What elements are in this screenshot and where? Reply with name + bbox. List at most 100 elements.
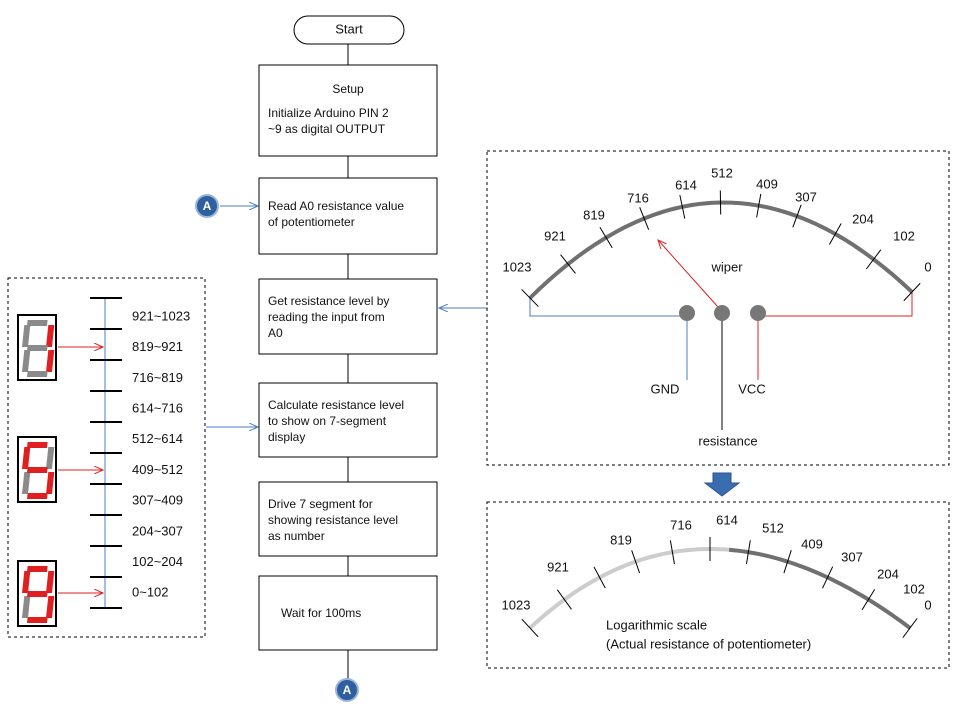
range-label: 921~1023 xyxy=(132,308,190,323)
scale-tick xyxy=(560,254,576,274)
scale-label: 1023 xyxy=(503,259,532,274)
scale-label: 102 xyxy=(903,581,925,596)
scale-tick xyxy=(792,204,802,228)
range-label: 819~921 xyxy=(132,339,183,354)
scale-tick xyxy=(822,566,834,589)
box-text: display xyxy=(268,430,305,444)
box-text: Drive 7 segment for xyxy=(268,497,373,511)
scale-label: 819 xyxy=(583,207,605,222)
scale-tick xyxy=(521,618,539,638)
box-text: as number xyxy=(268,529,325,543)
segment xyxy=(46,472,55,494)
segment xyxy=(26,442,48,448)
scale-tick xyxy=(745,540,751,565)
scale-tick xyxy=(865,249,882,270)
segment xyxy=(22,325,31,347)
range-label: 307~409 xyxy=(132,493,183,508)
scale-label: 819 xyxy=(610,532,632,547)
scale-label: 921 xyxy=(544,228,566,243)
scale-tick xyxy=(669,540,675,565)
segment xyxy=(46,325,55,347)
segment xyxy=(22,447,31,469)
scale-label: 307 xyxy=(841,549,863,564)
range-label: 409~512 xyxy=(132,462,183,477)
segment xyxy=(46,596,55,618)
scale-label: 614 xyxy=(675,177,697,192)
scale-label: 921 xyxy=(547,559,569,574)
vcc-label: VCC xyxy=(738,381,765,396)
box-text: Read A0 resistance value xyxy=(268,199,404,213)
start-terminal xyxy=(293,15,405,45)
scale-label: 409 xyxy=(756,176,778,191)
pin xyxy=(750,305,766,321)
start-label: Start xyxy=(335,21,363,36)
scale-tick xyxy=(639,207,650,230)
pin xyxy=(714,305,730,321)
process-box xyxy=(258,575,438,651)
range-label: 0~102 xyxy=(132,585,169,600)
scale-label: 716 xyxy=(670,517,692,532)
scale-tick xyxy=(903,282,921,302)
box-title: Setup xyxy=(332,82,364,96)
segment xyxy=(26,467,48,473)
scale-tick xyxy=(631,550,641,574)
box-text: Initialize Arduino PIN 2 xyxy=(268,106,389,120)
scale-label: 512 xyxy=(762,520,784,535)
scale-tick xyxy=(521,289,539,307)
segment xyxy=(46,447,55,469)
range-label: 614~716 xyxy=(132,401,183,416)
segment xyxy=(22,472,31,494)
segment xyxy=(26,320,48,326)
segment xyxy=(27,617,48,623)
scale-tick xyxy=(861,589,876,611)
range-label: 204~307 xyxy=(132,523,183,538)
box-text: Wait for 100ms xyxy=(281,606,361,620)
segment xyxy=(46,350,55,372)
scale-label: 102 xyxy=(893,228,915,243)
scale-label: 614 xyxy=(716,512,738,527)
connector xyxy=(335,678,359,702)
range-label: 716~819 xyxy=(132,370,183,385)
log-panel xyxy=(486,501,950,669)
wiper-arrow xyxy=(658,240,719,308)
scale-tick xyxy=(679,194,686,219)
box-text: to show on 7-segment xyxy=(268,414,387,428)
gnd-label: GND xyxy=(651,381,680,396)
box-text: of potentiometer xyxy=(268,215,355,229)
range-label: 512~614 xyxy=(132,431,183,446)
segment xyxy=(27,371,48,377)
scale-label: 0 xyxy=(924,259,931,274)
level-panel xyxy=(7,277,206,638)
scale-label: 1023 xyxy=(502,597,531,612)
box-text: ~9 as digital OUTPUT xyxy=(268,122,386,136)
segment xyxy=(27,566,48,572)
process-box xyxy=(258,64,438,157)
scale-label: 307 xyxy=(795,189,817,204)
box-text: reading the input from xyxy=(268,310,385,324)
scale-tick xyxy=(902,618,918,638)
caption: (Actual resistance of potentiometer) xyxy=(606,636,811,651)
process-box xyxy=(258,177,438,255)
scale-tick xyxy=(828,223,842,245)
segment xyxy=(21,571,31,593)
scale-label: 409 xyxy=(801,536,823,551)
down-arrow xyxy=(703,472,741,497)
scale-label: 512 xyxy=(711,165,733,180)
box-text: showing resistance level xyxy=(268,513,398,527)
process-box xyxy=(258,481,438,557)
scale-tick xyxy=(556,589,572,610)
caption: Logarithmic scale xyxy=(606,617,707,632)
pot-panel xyxy=(486,150,950,466)
scale-tick xyxy=(593,566,606,589)
gnd-wire xyxy=(529,298,687,317)
scale-label: 0 xyxy=(924,597,931,612)
process-box xyxy=(258,278,438,355)
connector-label: A xyxy=(203,199,212,213)
segment xyxy=(26,345,48,351)
connector xyxy=(195,194,219,218)
scale-arc xyxy=(528,547,730,630)
box-text: Get resistance level by xyxy=(268,294,389,308)
scale-tick xyxy=(756,193,762,218)
segment xyxy=(27,591,48,597)
